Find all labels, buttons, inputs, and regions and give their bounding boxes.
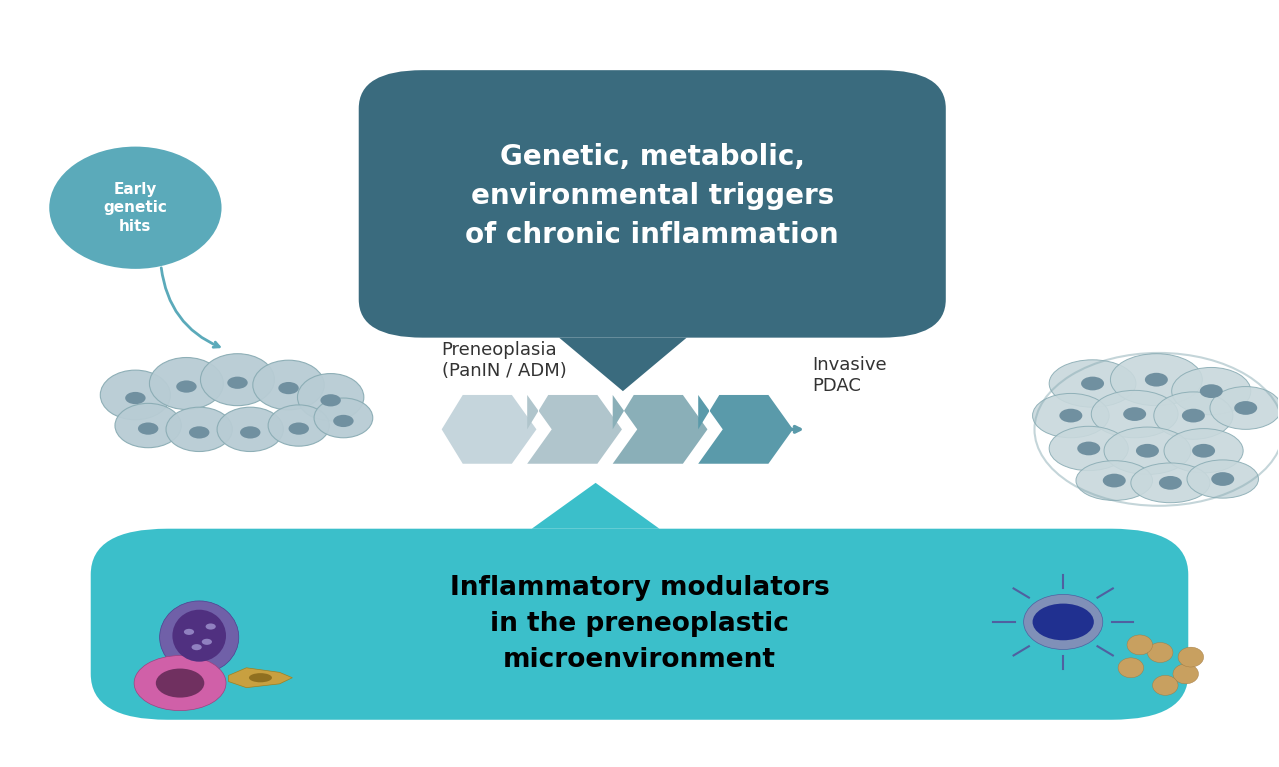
Circle shape (1211, 472, 1234, 486)
Circle shape (189, 426, 210, 439)
Circle shape (1234, 401, 1257, 415)
Circle shape (1200, 384, 1223, 398)
Ellipse shape (217, 407, 284, 452)
Polygon shape (532, 483, 660, 528)
Ellipse shape (1187, 460, 1259, 498)
Circle shape (1145, 373, 1168, 387)
Circle shape (1192, 444, 1215, 458)
Polygon shape (527, 395, 622, 464)
Circle shape (279, 382, 299, 394)
Circle shape (1102, 474, 1126, 488)
Ellipse shape (298, 374, 363, 421)
Ellipse shape (1104, 427, 1191, 475)
Text: Early
genetic
hits: Early genetic hits (104, 182, 168, 234)
Circle shape (1059, 409, 1082, 423)
Ellipse shape (1131, 463, 1210, 502)
Ellipse shape (115, 403, 182, 448)
Ellipse shape (1127, 635, 1152, 655)
Text: Inflammatory modulators
in the preneoplastic
microenvironment: Inflammatory modulators in the preneopla… (450, 575, 829, 673)
Circle shape (1077, 442, 1100, 456)
Circle shape (192, 644, 202, 650)
Ellipse shape (156, 669, 205, 698)
Circle shape (184, 629, 194, 635)
Ellipse shape (1049, 360, 1136, 407)
Ellipse shape (315, 398, 372, 438)
Text: Invasive
PDAC: Invasive PDAC (812, 356, 886, 395)
Ellipse shape (1164, 429, 1243, 473)
Polygon shape (559, 337, 687, 391)
Ellipse shape (1091, 390, 1178, 438)
Ellipse shape (1118, 658, 1143, 678)
Circle shape (1182, 409, 1205, 423)
Ellipse shape (1076, 461, 1152, 500)
Ellipse shape (160, 601, 239, 673)
Polygon shape (613, 395, 707, 464)
FancyBboxPatch shape (358, 70, 945, 337)
Ellipse shape (100, 370, 170, 420)
Polygon shape (441, 395, 536, 464)
Ellipse shape (249, 673, 272, 683)
Ellipse shape (201, 354, 275, 406)
Circle shape (289, 423, 310, 435)
Circle shape (1081, 377, 1104, 390)
Text: Genetic, metabolic,
environmental triggers
of chronic inflammation: Genetic, metabolic, environmental trigge… (466, 143, 839, 249)
Ellipse shape (50, 146, 221, 269)
Ellipse shape (134, 656, 226, 710)
Ellipse shape (1154, 392, 1233, 439)
FancyBboxPatch shape (91, 528, 1188, 719)
Ellipse shape (253, 360, 325, 410)
Circle shape (1032, 604, 1094, 640)
Ellipse shape (1173, 664, 1198, 684)
Circle shape (206, 624, 216, 630)
Ellipse shape (1032, 393, 1109, 438)
Ellipse shape (1152, 676, 1178, 696)
Ellipse shape (150, 357, 224, 410)
Circle shape (138, 423, 159, 435)
Ellipse shape (1110, 354, 1202, 406)
Circle shape (1136, 444, 1159, 458)
Circle shape (125, 392, 146, 404)
Ellipse shape (1023, 594, 1102, 650)
Circle shape (1159, 476, 1182, 489)
Ellipse shape (1147, 643, 1173, 663)
Text: Preneoplasia
(PanIN / ADM): Preneoplasia (PanIN / ADM) (441, 341, 567, 380)
Polygon shape (229, 668, 293, 688)
Ellipse shape (1049, 426, 1128, 471)
Ellipse shape (166, 407, 233, 452)
Ellipse shape (1210, 387, 1279, 430)
Circle shape (228, 377, 248, 389)
Polygon shape (698, 395, 793, 464)
Ellipse shape (173, 610, 226, 662)
Ellipse shape (269, 405, 330, 446)
Circle shape (177, 380, 197, 393)
Circle shape (334, 415, 353, 427)
Circle shape (202, 639, 212, 645)
Circle shape (321, 394, 341, 407)
Ellipse shape (1172, 367, 1251, 415)
Circle shape (1123, 407, 1146, 421)
Ellipse shape (1178, 647, 1204, 667)
Circle shape (240, 426, 261, 439)
